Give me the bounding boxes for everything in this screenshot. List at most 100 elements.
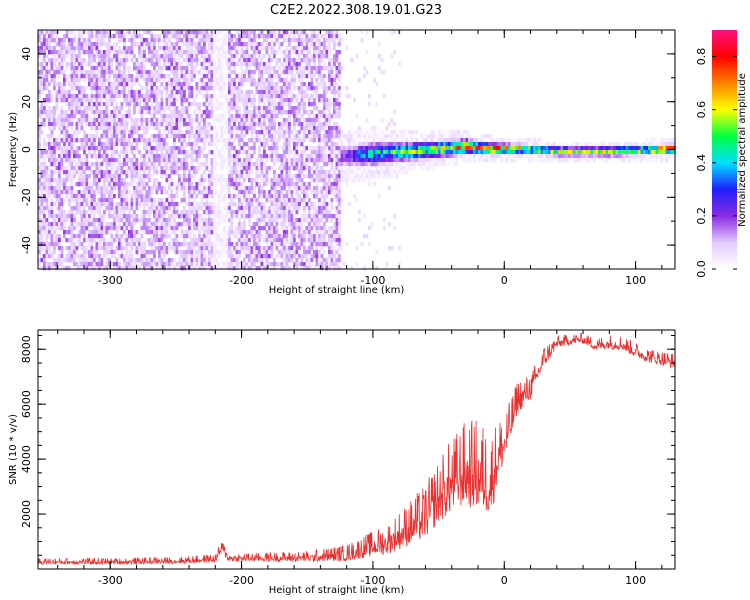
- spectrogram-cell: [295, 42, 299, 47]
- spectrogram-cell: [238, 122, 241, 127]
- spectrogram-cell: [173, 66, 176, 71]
- spectrogram-cell: [255, 34, 259, 39]
- spectrogram-cell: [233, 114, 236, 119]
- spectrogram-cell: [113, 94, 116, 99]
- spectrogram-cell: [68, 50, 71, 55]
- spectrogram-cell: [310, 242, 314, 247]
- spectrogram-cell: [283, 58, 286, 63]
- spectrogram-cell: [183, 190, 186, 195]
- spectrogram-cell: [115, 234, 119, 239]
- spectrogram-cell: [233, 182, 236, 187]
- spectrogram-cell: [195, 134, 199, 139]
- spectrogram-cell: [310, 246, 314, 251]
- spectrogram-cell: [120, 182, 124, 187]
- spectrogram-cell: [115, 54, 119, 59]
- spectrogram-cell: [38, 246, 41, 251]
- spectrogram-cell: [175, 158, 179, 163]
- spectrogram-cell: [210, 178, 214, 183]
- spectrogram-cell: [48, 246, 51, 251]
- spectrogram-cell: [128, 46, 131, 51]
- spectrogram-cell: [115, 94, 119, 99]
- spectrogram-cell: [250, 202, 254, 207]
- spectrogram-cell: [255, 130, 259, 135]
- spectrogram-cell: [225, 82, 229, 87]
- spectrogram-cell: [113, 74, 116, 79]
- spectrogram-cell: [180, 54, 184, 59]
- spectrogram-cell: [165, 146, 169, 151]
- spectrogram-cell: [230, 78, 234, 83]
- spectrogram-cell: [155, 142, 159, 147]
- spectrogram-cell: [43, 42, 46, 47]
- spectrogram-cell: [163, 106, 166, 111]
- spectrogram-cell: [65, 50, 69, 55]
- spectrogram-cell: [230, 198, 234, 203]
- spectrogram-cell: [150, 266, 154, 271]
- spectrogram-cell: [135, 214, 139, 219]
- spectrogram-cell: [135, 58, 139, 63]
- spectrogram-cell: [148, 190, 151, 195]
- spectrogram-cell: [300, 198, 304, 203]
- spectrogram-cell: [223, 122, 226, 127]
- spectrogram-cell: [173, 166, 176, 171]
- spectrogram-cell: [198, 202, 201, 207]
- spectrogram-cell: [258, 174, 261, 179]
- spectrogram-cell: [118, 266, 121, 271]
- spectrogram-cell: [45, 202, 49, 207]
- spectrogram-cell: [38, 186, 41, 191]
- spectrogram-cell: [283, 38, 286, 43]
- spectrogram-cell: [313, 62, 316, 67]
- spectrogram-cell: [213, 106, 216, 111]
- spectrogram-cell: [123, 126, 126, 131]
- spectrogram-cell: [68, 246, 71, 251]
- spectrogram-cell: [288, 86, 291, 91]
- spectrogram-cell: [185, 98, 189, 103]
- spectrogram-cell: [78, 190, 81, 195]
- spectrogram-cell: [118, 218, 121, 223]
- spectrogram-cell: [245, 30, 249, 35]
- spectrogram-cell: [45, 166, 49, 171]
- spectrogram-cell: [278, 190, 281, 195]
- spectrogram-cell: [115, 134, 119, 139]
- spectrogram-cell: [120, 130, 124, 135]
- spectrogram-cell: [145, 46, 149, 51]
- spectrogram-cell: [123, 150, 126, 155]
- spectrogram-cell: [105, 170, 109, 175]
- spectrogram-cell: [270, 250, 274, 255]
- spectrogram-cell: [70, 78, 74, 83]
- spectrogram-cell: [40, 118, 44, 123]
- spectrogram-cell: [93, 206, 96, 211]
- spectrogram-cell: [180, 142, 184, 147]
- spectrogram-cell: [133, 94, 136, 99]
- spectrogram-cell: [108, 198, 111, 203]
- spectrogram-cell: [145, 142, 149, 147]
- spectrogram-cell: [220, 130, 224, 135]
- spectrogram-cell: [88, 30, 91, 35]
- spectrogram-cell: [135, 182, 139, 187]
- spectrogram-cell: [85, 262, 89, 267]
- spectrogram-cell: [160, 98, 164, 103]
- spectrogram-cell: [155, 70, 159, 75]
- spectrogram-cell: [188, 102, 191, 107]
- spectrogram-cell: [285, 202, 289, 207]
- spectrogram-cell: [58, 262, 61, 267]
- spectrogram-cell: [143, 50, 146, 55]
- spectrogram-cell: [210, 78, 214, 83]
- spectrogram-cell: [83, 146, 86, 151]
- spectrogram-cell: [115, 166, 119, 171]
- spectrogram-cell: [313, 234, 316, 239]
- spectrogram-cell: [223, 218, 226, 223]
- spectrogram-cell: [235, 242, 239, 247]
- spectrogram-cell: [268, 146, 271, 151]
- spectrogram-cell: [293, 154, 296, 159]
- spectrogram-cell: [313, 194, 316, 199]
- spectrogram-cell: [200, 258, 204, 263]
- spectrogram-cell: [135, 90, 139, 95]
- spectrogram-cell: [203, 226, 206, 231]
- spectrogram-cell: [143, 206, 146, 211]
- spectrogram-cell: [280, 222, 284, 227]
- spectrogram-cell: [268, 226, 271, 231]
- spectrogram-cell: [303, 214, 306, 219]
- spectrogram-cell: [293, 250, 296, 255]
- spectrogram-cell: [260, 82, 264, 87]
- spectrogram-cell: [105, 86, 109, 91]
